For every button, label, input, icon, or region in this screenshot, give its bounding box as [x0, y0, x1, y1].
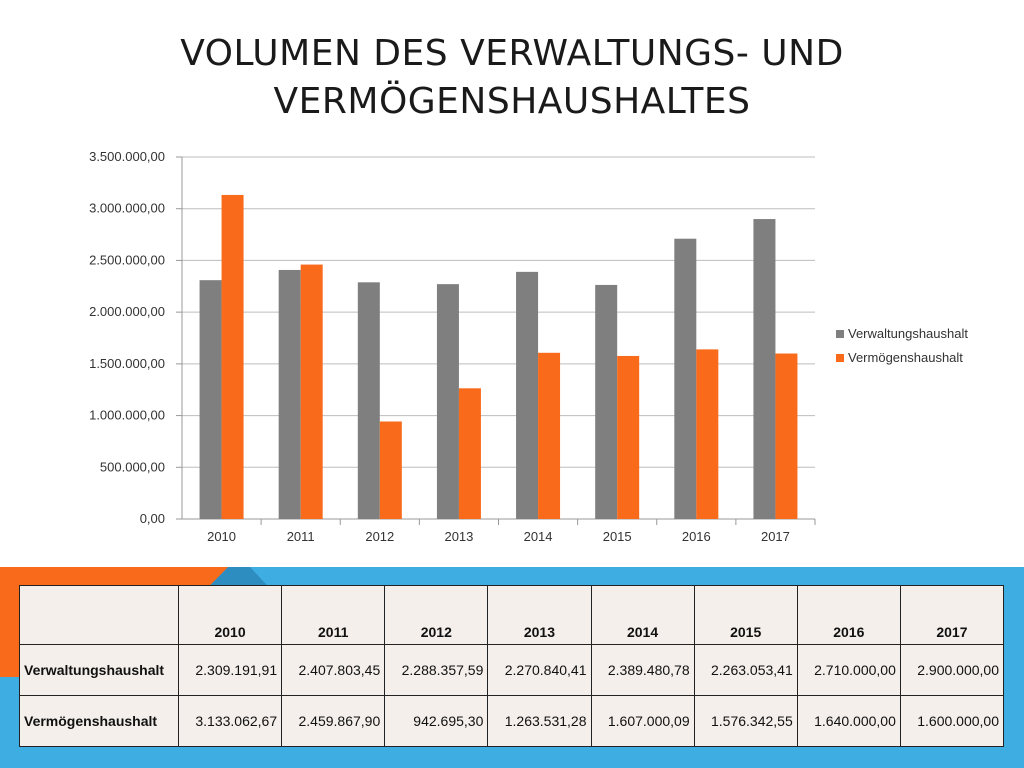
y-tick-label: 1.500.000,00 [89, 356, 165, 371]
table-header-cell [19, 585, 179, 645]
bar-vermoegenshaushalt [696, 349, 719, 519]
table-cell: 1.263.531,28 [487, 695, 592, 747]
bar-vermoegenshaushalt [538, 352, 561, 519]
table-cell: 2.710.000,00 [796, 644, 901, 696]
x-tick-label: 2017 [761, 529, 790, 544]
y-tick-label: 2.500.000,00 [89, 252, 165, 267]
slide-title-line-1: VOLUMEN DES VERWALTUNGS- UND [180, 33, 844, 74]
bar-verwaltungshaushalt [753, 219, 776, 520]
table-row: Vermögenshaushalt 3.133.062,67 2.459.867… [19, 695, 1005, 747]
table-cell: 2.263.053,41 [693, 644, 798, 696]
table-header-cell: 2012 [384, 585, 489, 645]
x-tick-label: 2012 [365, 529, 394, 544]
table-cell: 1.600.000,00 [899, 695, 1005, 747]
table-cell: 1.607.000,09 [590, 695, 695, 747]
x-tick-label: 2016 [682, 529, 711, 544]
x-tick-label: 2013 [444, 529, 473, 544]
legend-swatch [836, 330, 844, 338]
bar-verwaltungshaushalt [595, 284, 618, 519]
table-cell: 2.288.357,59 [384, 644, 489, 696]
table-cell: 2.389.480,78 [590, 644, 695, 696]
table-cell: 2.309.191,91 [177, 644, 283, 696]
table-header-cell: 2013 [487, 585, 592, 645]
table-cell: 3.133.062,67 [177, 695, 283, 747]
table-cell: 1.640.000,00 [796, 695, 901, 747]
table-header-cell: 2011 [281, 585, 386, 645]
bar-verwaltungshaushalt [357, 282, 380, 519]
table-header-cell: 2016 [796, 585, 901, 645]
table-header-cell: 2010 [177, 585, 283, 645]
table-header-cell: 2017 [899, 585, 1005, 645]
x-tick-label: 2014 [524, 529, 553, 544]
table-cell: 2.459.867,90 [281, 695, 386, 747]
y-tick-label: 500.000,00 [100, 459, 165, 474]
legend-swatch [836, 354, 844, 362]
data-table: 2010 2011 2012 2013 2014 2015 2016 2017 … [19, 585, 1005, 747]
x-tick-label: 2015 [603, 529, 632, 544]
legend-label: Vermögenshaushalt [848, 350, 963, 365]
bar-vermoegenshaushalt [379, 421, 402, 519]
table-cell: 2.270.840,41 [487, 644, 592, 696]
legend-label: Verwaltungshaushalt [848, 326, 968, 341]
bar-verwaltungshaushalt [278, 269, 301, 519]
table-row: Verwaltungshaushalt 2.309.191,91 2.407.8… [19, 644, 1005, 696]
y-tick-label: 3.500.000,00 [89, 149, 165, 164]
bar-vermoegenshaushalt [458, 388, 481, 519]
bar-verwaltungshaushalt [674, 238, 697, 520]
bar-vermoegenshaushalt [617, 355, 640, 519]
table-cell: 942.695,30 [384, 695, 489, 747]
table-cell: 2.407.803,45 [281, 644, 386, 696]
bar-verwaltungshaushalt [199, 280, 222, 519]
bar-chart: 0,00 500.000,00 1.000.000,00 1.500.000,00 2.… [89, 149, 968, 544]
slide-title: VOLUMEN DES VERWALTUNGS- UND VERMÖGENSHA… [0, 30, 1024, 126]
y-tick-label: 3.000.000,00 [89, 201, 165, 216]
table-row-label: Verwaltungshaushalt [19, 644, 179, 696]
y-tick-label: 2.000.000,00 [89, 304, 165, 319]
x-tick-label: 2010 [207, 529, 236, 544]
x-tick-label: 2011 [287, 529, 315, 544]
bar-vermoegenshaushalt [221, 194, 244, 520]
bar-verwaltungshaushalt [436, 284, 459, 519]
bar-verwaltungshaushalt [516, 271, 539, 519]
table-cell: 1.576.342,55 [693, 695, 798, 747]
table-cell: 2.900.000,00 [899, 644, 1005, 696]
table-header-row: 2010 2011 2012 2013 2014 2015 2016 2017 [19, 585, 1005, 645]
y-tick-label: 1.000.000,00 [89, 408, 165, 423]
bar-vermoegenshaushalt [300, 264, 323, 519]
table-row-label: Vermögenshaushalt [19, 695, 179, 747]
bar-vermoegenshaushalt [775, 353, 798, 519]
table-header-cell: 2015 [693, 585, 798, 645]
slide-title-line-2: VERMÖGENSHAUSHALTES [273, 81, 751, 122]
y-tick-label: 0,00 [140, 511, 165, 526]
table-header-cell: 2014 [590, 585, 695, 645]
